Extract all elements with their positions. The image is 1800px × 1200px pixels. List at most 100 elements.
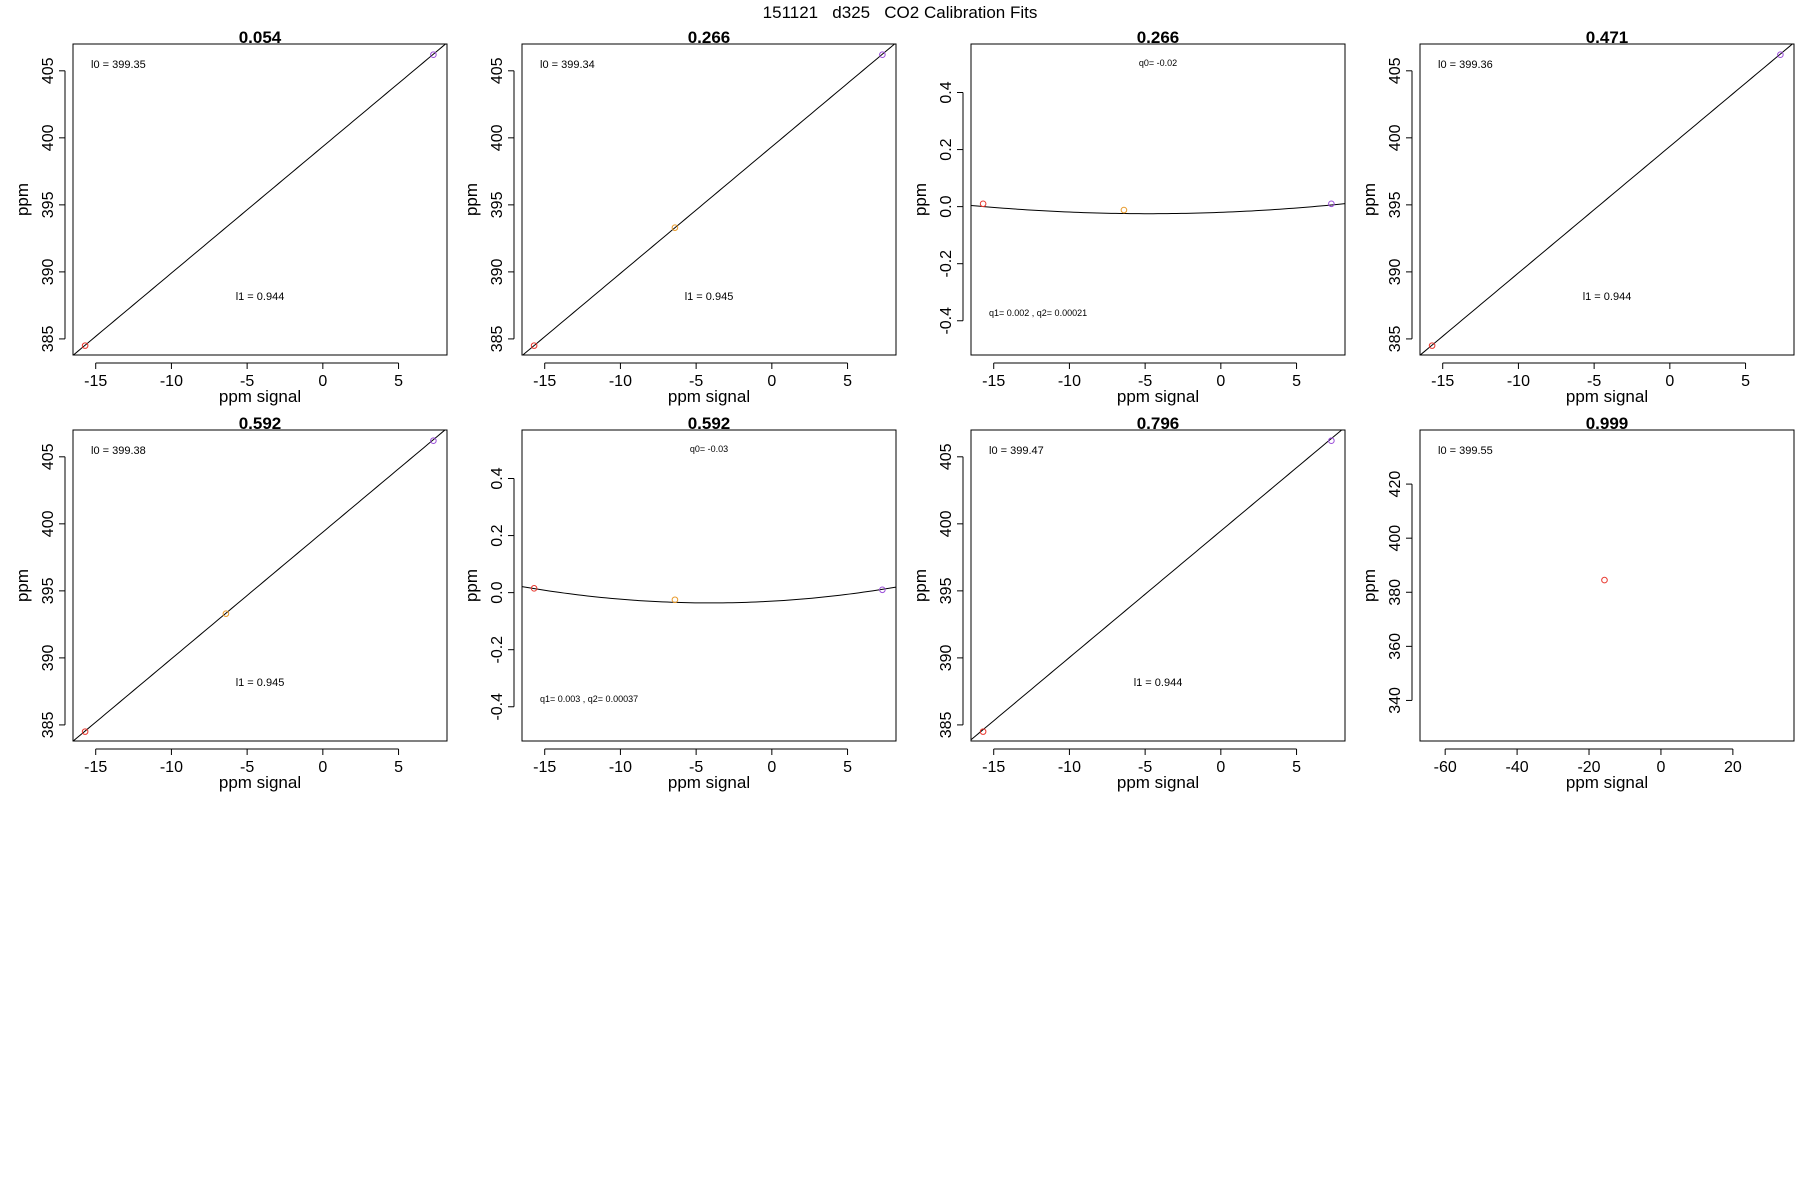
chart-title: 0.266 <box>688 28 731 47</box>
x-tick-label: 0 <box>318 759 327 776</box>
chart-panel-4: 0.471 -15 -10 -5 0 5 ppm signal 385 390 395 400 405… <box>1360 28 1795 406</box>
fit-annotation-l1: l1 = 0.944 <box>1134 677 1183 689</box>
y-tick-label: 405 <box>40 443 57 470</box>
y-tick-label: 385 <box>489 325 506 352</box>
data-point <box>1120 206 1128 214</box>
x-tick-label: 0 <box>1656 759 1665 776</box>
x-tick-label: -20 <box>1577 759 1600 776</box>
x-axis-label: ppm signal <box>1117 773 1199 792</box>
y-axis-label: ppm <box>13 183 32 216</box>
y-axis-label: ppm <box>462 569 481 602</box>
x-tick-label: -5 <box>240 759 254 776</box>
y-tick-label: 380 <box>1387 579 1404 606</box>
y-axis-label: ppm <box>462 183 481 216</box>
fit-line <box>971 203 1345 215</box>
y-tick-label: 0.0 <box>489 581 506 603</box>
fit-annotation-q1-q2: q1= 0.002 , q2= 0.00021 <box>989 308 1087 318</box>
y-tick-label: -0.4 <box>938 307 955 335</box>
y-tick-label: 385 <box>40 711 57 738</box>
y-tick-label: 420 <box>1387 471 1404 498</box>
fit-line <box>73 430 446 741</box>
y-tick-label: 395 <box>938 577 955 604</box>
data-point <box>1601 576 1608 584</box>
data-point <box>430 51 437 59</box>
chart-panel-6: 0.592 -15 -10 -5 0 5 ppm signal -0.4 -0.2 0.0 0.2 0… <box>462 414 897 792</box>
y-tick-label: 360 <box>1387 633 1404 660</box>
x-tick-label: -5 <box>689 373 703 390</box>
data-point <box>1328 200 1335 208</box>
data-point <box>879 586 886 594</box>
x-tick-label: -10 <box>609 373 632 390</box>
y-tick-label: -0.4 <box>489 693 506 721</box>
y-tick-label: 395 <box>40 191 57 218</box>
y-tick-label: 400 <box>1387 525 1404 552</box>
plot-frame <box>1419 429 1795 742</box>
x-tick-label: -10 <box>1058 759 1081 776</box>
x-tick-label: 5 <box>394 373 403 390</box>
x-tick-label: -10 <box>1058 373 1081 390</box>
chart-panel-5: 0.592 -15 -10 -5 0 5 ppm signal 385 390 395 400 405… <box>13 414 448 792</box>
chart-panel-2: 0.266 -15 -10 -5 0 5 ppm signal 385 390 395 400 405… <box>462 28 897 406</box>
data-point <box>1777 51 1784 59</box>
data-point <box>1328 437 1335 445</box>
x-axis-label: ppm signal <box>668 773 750 792</box>
y-tick-label: 0.4 <box>489 467 506 489</box>
y-tick-label: 0.0 <box>938 195 955 217</box>
y-tick-label: 390 <box>1387 258 1404 285</box>
x-tick-label: 5 <box>843 759 852 776</box>
page-title: 151121 d325 CO2 Calibration Fits <box>763 3 1038 22</box>
y-tick-label: -0.2 <box>938 250 955 278</box>
y-tick-label: 405 <box>489 57 506 84</box>
fit-annotation-l0: l0 = 399.55 <box>1438 445 1493 457</box>
y-tick-label: 395 <box>40 577 57 604</box>
x-tick-label: -5 <box>240 373 254 390</box>
data-point <box>1428 342 1436 349</box>
y-tick-label: 390 <box>40 258 57 285</box>
chart-title: 0.999 <box>1586 414 1629 433</box>
chart-title: 0.266 <box>1137 28 1180 47</box>
x-axis-label: ppm signal <box>1117 387 1199 406</box>
y-axis-label: ppm <box>911 569 930 602</box>
chart-panel-7: 0.796 -15 -10 -5 0 5 ppm signal 385 390 395 400 405… <box>911 414 1346 792</box>
data-point <box>879 51 886 59</box>
x-tick-label: -5 <box>1587 373 1601 390</box>
x-tick-label: 5 <box>843 373 852 390</box>
plot-frame <box>72 43 448 356</box>
fit-line <box>522 44 896 355</box>
data-point <box>430 437 437 445</box>
data-point <box>979 200 987 208</box>
chart-panel-3: 0.266 -15 -10 -5 0 5 ppm signal -0.4 -0.2 0.0 0.2 0… <box>911 28 1346 406</box>
x-axis-label: ppm signal <box>219 773 301 792</box>
x-axis-label: ppm signal <box>668 387 750 406</box>
x-tick-label: 0 <box>1216 373 1225 390</box>
x-tick-label: 0 <box>767 373 776 390</box>
fit-annotation-q1-q2: q1= 0.003 , q2= 0.00037 <box>540 694 638 704</box>
chart-title: 0.592 <box>239 414 282 433</box>
fit-annotation-l0: l0 = 399.34 <box>540 59 595 71</box>
data-point <box>81 728 89 735</box>
fit-annotation-l1: l1 = 0.945 <box>236 677 285 689</box>
y-tick-label: 0.4 <box>938 81 955 103</box>
x-tick-label: -5 <box>689 759 703 776</box>
chart-title: 0.054 <box>239 28 282 47</box>
x-tick-label: 5 <box>1741 373 1750 390</box>
x-tick-label: -15 <box>982 373 1005 390</box>
y-tick-label: 405 <box>1387 57 1404 84</box>
y-tick-label: 340 <box>1387 687 1404 714</box>
y-tick-label: -0.2 <box>489 636 506 664</box>
fit-annotation-l0: l0 = 399.35 <box>91 59 146 71</box>
plot-frame <box>970 429 1346 742</box>
y-tick-label: 400 <box>40 510 57 537</box>
y-tick-label: 405 <box>938 443 955 470</box>
x-axis-label: ppm signal <box>1566 387 1648 406</box>
x-tick-label: -15 <box>982 759 1005 776</box>
y-axis-label: ppm <box>1360 569 1379 602</box>
data-point <box>530 585 538 592</box>
x-tick-label: -10 <box>160 373 183 390</box>
data-point <box>979 728 987 735</box>
y-tick-label: 405 <box>40 57 57 84</box>
chart-panels: 0.054 -15 -10 -5 0 5 ppm signal 385 390 395 400 405… <box>13 28 1795 792</box>
x-axis-label: ppm signal <box>219 387 301 406</box>
chart-panel-1: 0.054 -15 -10 -5 0 5 ppm signal 385 390 395 400 405… <box>13 28 448 406</box>
fit-line <box>73 44 447 355</box>
